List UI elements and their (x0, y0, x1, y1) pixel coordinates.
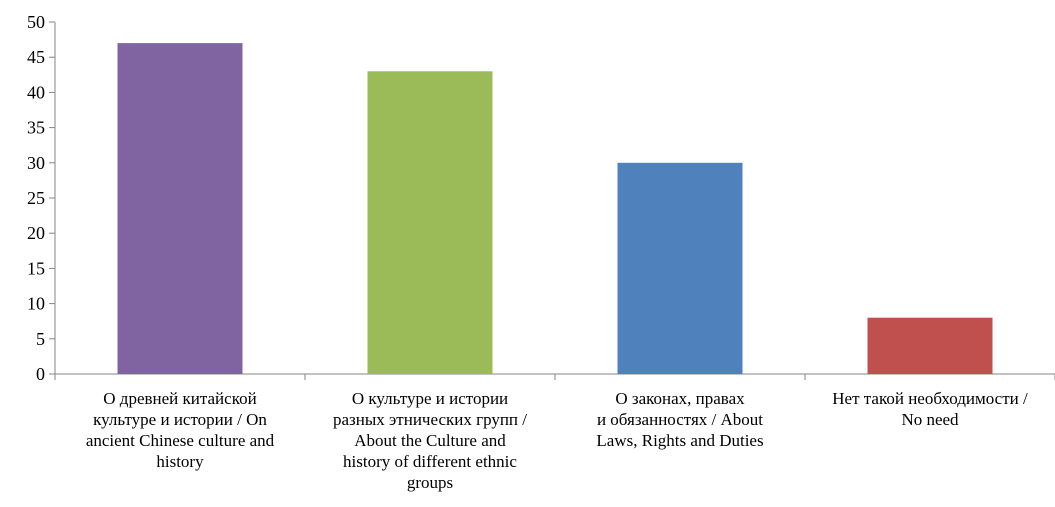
x-tick-label: О культуре и истории разных этнических гр… (310, 388, 550, 493)
y-tick-label: 30 (27, 153, 45, 173)
x-tick-label-line: О законах, правах (615, 389, 745, 408)
x-tick-label-line: и обязанностях / About (596, 410, 764, 429)
x-tick-label-line: культуре и истории / On (93, 410, 267, 429)
y-tick-label: 40 (27, 82, 45, 102)
bar-2 (367, 71, 493, 374)
y-tick-label: 5 (36, 329, 45, 349)
x-tick-label-line: Нет такой необходимости / (832, 389, 1028, 408)
y-tick-label: 0 (36, 364, 45, 384)
y-tick-label: 10 (27, 294, 45, 314)
x-tick-label: О древней китайской культуре и истории / … (60, 388, 300, 472)
y-tick-label: 45 (27, 47, 45, 67)
x-tick-label-line: groups (406, 473, 454, 492)
x-tick-label-line: history (156, 452, 204, 471)
x-tick-label-line: history of different ethnic (343, 452, 517, 471)
x-tick-label-line: О древней китайской (103, 389, 257, 408)
x-tick-label-line: разных этнических групп / (332, 410, 528, 429)
x-tick-label-line: No need (901, 410, 959, 429)
y-tick-label: 25 (27, 188, 45, 208)
x-tick-label-line: О культуре и истории (351, 389, 509, 408)
y-tick-label: 15 (27, 258, 45, 278)
y-tick-label: 50 (27, 12, 45, 32)
x-tick-label-line: ancient Chinese culture and (85, 431, 275, 450)
bar-1 (117, 43, 243, 375)
bar-3 (617, 162, 743, 374)
y-tick-label: 35 (27, 118, 45, 138)
x-tick-label-line: Laws, Rights and Duties (596, 431, 764, 450)
x-tick-label: О законах, правах и обязанностях / About L… (560, 388, 800, 451)
x-tick-label-line: About the Culture and (354, 431, 506, 450)
bar-4 (867, 317, 993, 374)
x-tick-label: Нет такой необходимости / No need (810, 388, 1050, 430)
y-tick-label: 20 (27, 223, 45, 243)
